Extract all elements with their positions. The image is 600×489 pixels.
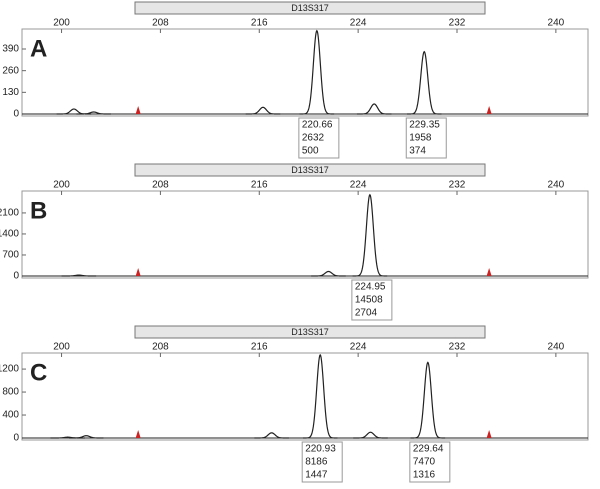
peak-label-height: 500 bbox=[302, 146, 319, 157]
locus-header bbox=[134, 163, 486, 177]
locus-name: D13S317 bbox=[291, 165, 329, 175]
x-tick-label: 208 bbox=[152, 18, 169, 29]
peak bbox=[410, 361, 446, 439]
peak-label-box bbox=[298, 117, 340, 159]
peak-label-area: 2632 bbox=[302, 133, 325, 144]
x-tick-label: 232 bbox=[449, 342, 466, 353]
peak-label-height: 1447 bbox=[305, 470, 328, 481]
peak-label-box bbox=[405, 117, 447, 159]
x-tick-label: 216 bbox=[251, 180, 268, 191]
x-tick-label: 200 bbox=[53, 342, 70, 353]
bin-marker bbox=[486, 268, 492, 276]
x-tick-label: 232 bbox=[449, 180, 466, 191]
x-tick-label: 200 bbox=[53, 180, 70, 191]
y-tick-label: 0 bbox=[13, 433, 19, 444]
x-tick-label: 216 bbox=[251, 18, 268, 29]
peak bbox=[50, 436, 86, 439]
peak-label-area: 8186 bbox=[305, 457, 328, 468]
bin-marker bbox=[135, 106, 141, 114]
y-tick-label: 130 bbox=[2, 87, 19, 98]
x-tick-label: 240 bbox=[548, 180, 565, 191]
x-tick-label: 216 bbox=[251, 342, 268, 353]
x-tick-label: 224 bbox=[350, 18, 367, 29]
panel-label: C bbox=[30, 359, 47, 386]
y-tick-label: 2100 bbox=[0, 208, 19, 219]
x-tick-label: 240 bbox=[548, 18, 565, 29]
peak-label-size: 229.35 bbox=[409, 120, 440, 131]
bin-marker bbox=[135, 430, 141, 438]
plot-frame bbox=[21, 352, 589, 441]
peak bbox=[356, 103, 392, 115]
peak bbox=[76, 111, 111, 115]
x-tick-label: 208 bbox=[152, 342, 169, 353]
peak-label-area: 7470 bbox=[413, 457, 436, 468]
peak-label-size: 220.93 bbox=[305, 444, 336, 455]
bin-marker bbox=[135, 268, 141, 276]
bin-marker bbox=[486, 430, 492, 438]
peak-label-area: 1958 bbox=[409, 133, 432, 144]
peak-label-size: 224.95 bbox=[355, 282, 386, 293]
peak-label-height: 2704 bbox=[355, 308, 378, 319]
peak-label-box bbox=[351, 279, 393, 321]
x-tick-label: 224 bbox=[350, 180, 367, 191]
panel-label: B bbox=[30, 197, 47, 224]
panel-label: A bbox=[30, 35, 47, 62]
y-tick-label: 400 bbox=[2, 410, 19, 421]
peak-label-size: 229.64 bbox=[413, 444, 444, 455]
y-tick-label: 1400 bbox=[0, 229, 19, 240]
y-tick-label: 260 bbox=[2, 65, 19, 76]
peak-label-box bbox=[409, 441, 451, 483]
locus-name: D13S317 bbox=[291, 3, 329, 13]
locus-header bbox=[134, 1, 486, 15]
peak bbox=[302, 353, 338, 439]
peak-label-size: 220.66 bbox=[302, 120, 333, 131]
peak bbox=[311, 270, 346, 277]
peak bbox=[245, 106, 281, 115]
plot-frame bbox=[21, 28, 589, 117]
peak bbox=[299, 29, 335, 115]
y-tick-label: 390 bbox=[2, 44, 19, 55]
x-tick-label: 232 bbox=[449, 18, 466, 29]
x-tick-label: 224 bbox=[350, 342, 367, 353]
peak bbox=[254, 432, 289, 439]
peak bbox=[353, 431, 388, 439]
peak-label-area: 14508 bbox=[355, 295, 383, 306]
bin-marker bbox=[486, 106, 492, 114]
x-tick-label: 240 bbox=[548, 342, 565, 353]
peak bbox=[352, 193, 388, 277]
peak-label-box bbox=[301, 441, 343, 483]
y-tick-label: 1200 bbox=[0, 364, 19, 375]
peak bbox=[406, 50, 442, 115]
peak-label-height: 374 bbox=[409, 146, 426, 157]
locus-header bbox=[134, 325, 486, 339]
y-tick-label: 800 bbox=[2, 387, 19, 398]
plot-frame bbox=[21, 190, 589, 279]
peak-label-height: 1316 bbox=[413, 470, 436, 481]
y-tick-label: 0 bbox=[13, 109, 19, 120]
y-tick-label: 700 bbox=[2, 250, 19, 261]
x-tick-label: 200 bbox=[53, 18, 70, 29]
locus-name: D13S317 bbox=[291, 327, 329, 337]
peak bbox=[61, 274, 97, 277]
x-tick-label: 208 bbox=[152, 180, 169, 191]
y-tick-label: 0 bbox=[13, 271, 19, 282]
